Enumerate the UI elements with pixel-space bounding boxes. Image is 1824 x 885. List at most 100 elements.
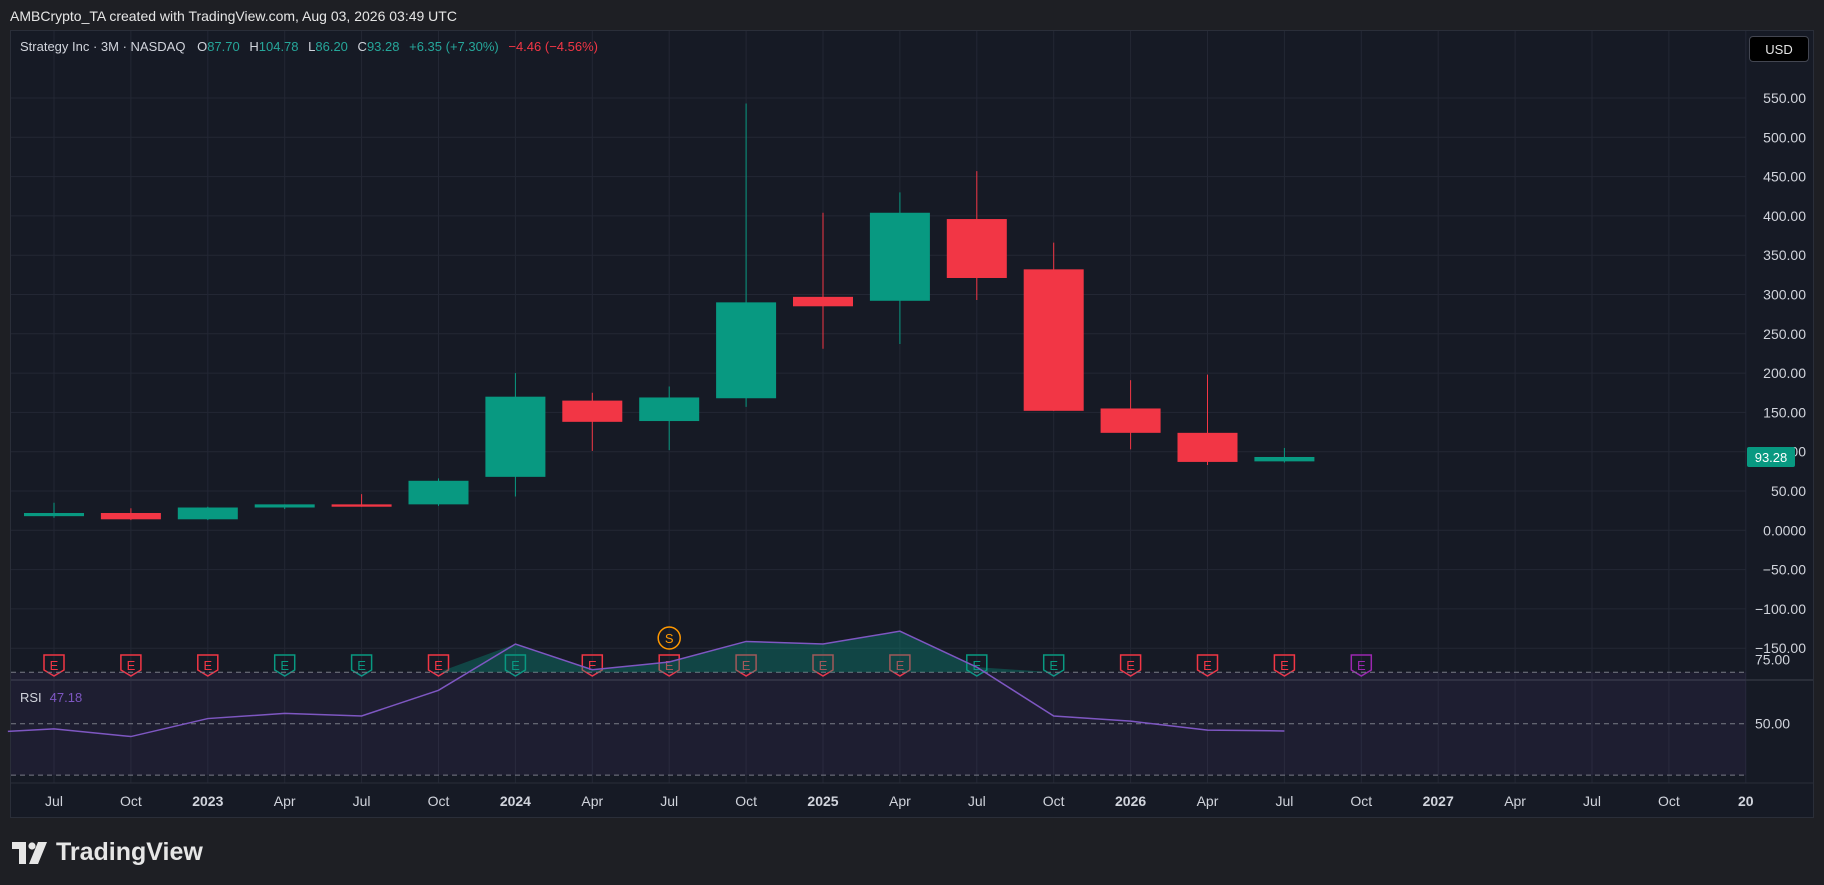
candle-body[interactable] bbox=[1254, 456, 1315, 462]
last-price-tag bbox=[1747, 446, 1795, 467]
candle-body[interactable] bbox=[100, 513, 161, 520]
earnings-marker[interactable] bbox=[658, 654, 680, 677]
high-value: 104.78 bbox=[258, 39, 299, 54]
candle-body[interactable] bbox=[24, 513, 84, 517]
close-value: 93.28 bbox=[366, 39, 400, 54]
earnings-marker[interactable] bbox=[427, 654, 450, 677]
earnings-marker[interactable] bbox=[197, 654, 219, 677]
close-label: C bbox=[357, 39, 367, 54]
low-label: L bbox=[308, 39, 316, 54]
price-axis-label: 50.00 bbox=[1771, 483, 1806, 499]
high-label: H bbox=[249, 39, 259, 54]
price-axis-label: 450.00 bbox=[1763, 169, 1806, 185]
rsi-axis-label: 50.00 bbox=[1755, 716, 1790, 732]
earnings-marker[interactable] bbox=[966, 654, 988, 677]
rsi-line[interactable] bbox=[7, 630, 1285, 738]
last-price-label: 93.28 bbox=[1755, 450, 1788, 465]
time-axis-label: Oct bbox=[428, 793, 450, 809]
rsi-axis-label: 75.00 bbox=[1755, 651, 1790, 667]
price-axis-label: 150.00 bbox=[1763, 404, 1806, 420]
currency-button[interactable]: USD bbox=[1749, 36, 1809, 62]
earnings-marker-label: E bbox=[1049, 658, 1058, 673]
symbol-legend: Strategy Inc · 3M · NASDAQ O87.70 H104.7… bbox=[20, 39, 598, 54]
candle-body[interactable] bbox=[793, 296, 853, 307]
price-axis-label: −50.00 bbox=[1763, 562, 1806, 578]
candle-body[interactable] bbox=[562, 400, 623, 422]
price-axis-label: 500.00 bbox=[1763, 129, 1806, 145]
split-marker-label: S bbox=[665, 631, 674, 646]
time-axis-label: 2025 bbox=[807, 793, 838, 809]
tradingview-logo-icon bbox=[12, 841, 47, 864]
time-axis-label: 2023 bbox=[192, 793, 223, 809]
earnings-marker-label: E bbox=[50, 658, 59, 673]
earnings-marker-label: E bbox=[1126, 658, 1135, 673]
time-axis-label: 2027 bbox=[1423, 793, 1454, 809]
time-axis-label: Apr bbox=[1197, 793, 1219, 809]
rsi-overbought-fill bbox=[7, 631, 1285, 673]
time-axis-label: Jul bbox=[353, 793, 371, 809]
earnings-marker[interactable] bbox=[1119, 654, 1142, 677]
change-secondary-value: −4.46 (−4.56%) bbox=[508, 39, 598, 54]
time-axis-label: 2026 bbox=[1115, 793, 1146, 809]
candle-body[interactable] bbox=[331, 504, 392, 507]
earnings-marker[interactable] bbox=[1350, 654, 1373, 677]
earnings-marker[interactable] bbox=[1273, 654, 1296, 677]
time-axis-label: Apr bbox=[889, 793, 911, 809]
candle-body[interactable] bbox=[1023, 269, 1084, 411]
earnings-marker-label: E bbox=[434, 658, 443, 673]
time-axis-label: Jul bbox=[660, 793, 678, 809]
earnings-marker-label: E bbox=[1357, 658, 1366, 673]
time-axis-label: Jul bbox=[1583, 793, 1601, 809]
time-axis-label: Apr bbox=[1504, 793, 1526, 809]
earnings-marker[interactable] bbox=[735, 654, 757, 677]
earnings-marker[interactable] bbox=[812, 654, 834, 677]
candle-body[interactable] bbox=[485, 396, 546, 477]
price-axis-label: 250.00 bbox=[1763, 326, 1806, 342]
price-axis-label: 400.00 bbox=[1763, 208, 1806, 224]
candle-body[interactable] bbox=[639, 397, 700, 422]
earnings-marker-label: E bbox=[588, 658, 597, 673]
open-label: O bbox=[197, 39, 208, 54]
earnings-marker-label: E bbox=[896, 658, 905, 673]
candle-body[interactable] bbox=[254, 504, 315, 508]
earnings-marker-label: E bbox=[280, 658, 289, 673]
split-marker[interactable] bbox=[657, 626, 681, 650]
candle-body[interactable] bbox=[1100, 408, 1161, 433]
earnings-marker-label: E bbox=[742, 658, 751, 673]
rsi-label[interactable]: RSI bbox=[20, 690, 42, 705]
rsi-legend: RSI 47.18 bbox=[20, 690, 82, 705]
earnings-marker[interactable] bbox=[1042, 654, 1065, 677]
earnings-marker-label: E bbox=[511, 658, 520, 673]
price-axis-label: 550.00 bbox=[1763, 90, 1806, 106]
candle-body[interactable] bbox=[946, 219, 1007, 278]
earnings-marker-label: E bbox=[665, 658, 674, 673]
symbol-title[interactable]: Strategy Inc · 3M · NASDAQ bbox=[20, 39, 186, 54]
time-axis-label: Oct bbox=[1350, 793, 1372, 809]
candle-body[interactable] bbox=[716, 302, 777, 399]
earnings-marker[interactable] bbox=[43, 654, 65, 677]
earnings-marker[interactable] bbox=[350, 654, 373, 677]
rsi-value: 47.18 bbox=[49, 690, 83, 705]
earnings-marker[interactable] bbox=[120, 654, 142, 677]
time-axis-label: Apr bbox=[581, 793, 603, 809]
price-axis-label: −100.00 bbox=[1755, 601, 1806, 617]
time-axis-label: Apr bbox=[274, 793, 296, 809]
earnings-marker[interactable] bbox=[581, 654, 604, 677]
candle-body[interactable] bbox=[177, 507, 238, 520]
time-axis-label: Oct bbox=[120, 793, 142, 809]
earnings-marker-label: E bbox=[203, 658, 212, 673]
price-axis-label: 0.0000 bbox=[1763, 522, 1806, 538]
earnings-marker[interactable] bbox=[889, 654, 911, 677]
tradingview-logo-text: TradingView bbox=[56, 838, 203, 866]
tradingview-logo[interactable]: TradingView bbox=[12, 838, 203, 867]
earnings-marker[interactable] bbox=[273, 654, 296, 677]
earnings-marker[interactable] bbox=[504, 654, 527, 677]
time-axis-label: Jul bbox=[968, 793, 986, 809]
candle-body[interactable] bbox=[869, 212, 930, 301]
candle-body[interactable] bbox=[408, 480, 469, 505]
earnings-marker-label: E bbox=[357, 658, 366, 673]
earnings-marker[interactable] bbox=[1196, 654, 1219, 677]
open-value: 87.70 bbox=[207, 39, 240, 54]
candle-body[interactable] bbox=[1177, 432, 1238, 462]
